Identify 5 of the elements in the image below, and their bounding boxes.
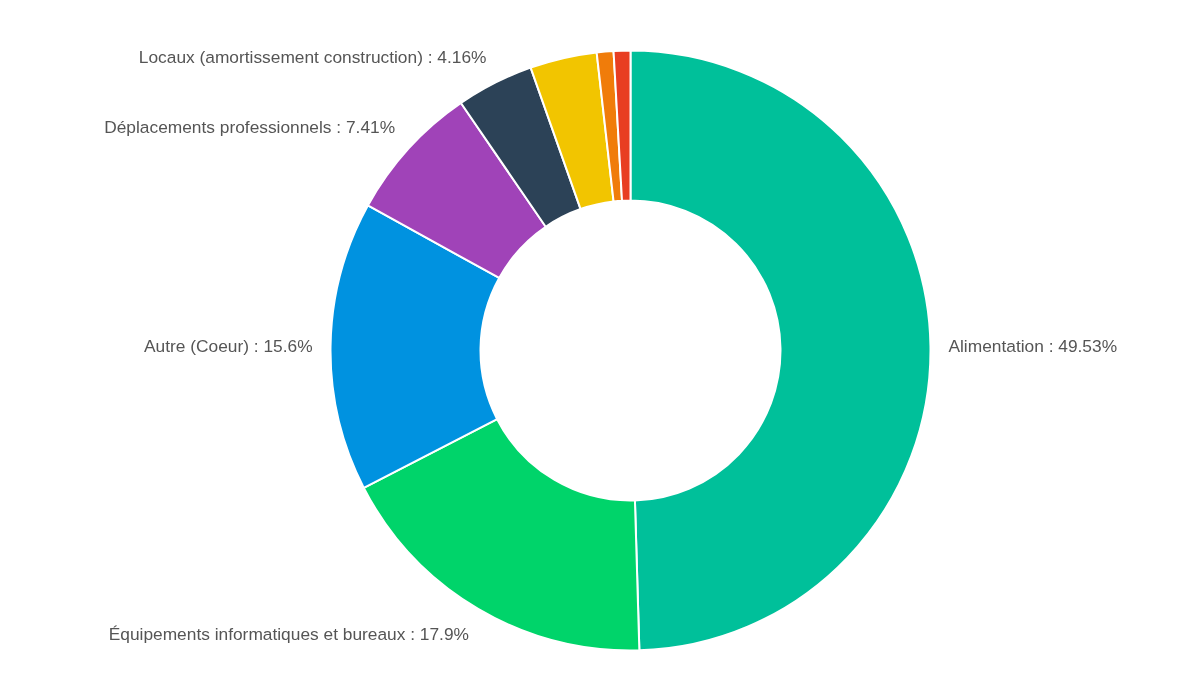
slice-label: Autre (Coeur) : 15.6%	[143, 335, 313, 356]
slice-label: Alimentation : 49.53%	[948, 335, 1118, 356]
slice-label: Équipements informatiques et bureaux : 17.9%	[108, 624, 469, 645]
slice-label: Déplacements professionnels : 7.41%	[104, 116, 396, 137]
slice-label: Locaux (amortissement construction) : 4.16%	[138, 46, 487, 67]
